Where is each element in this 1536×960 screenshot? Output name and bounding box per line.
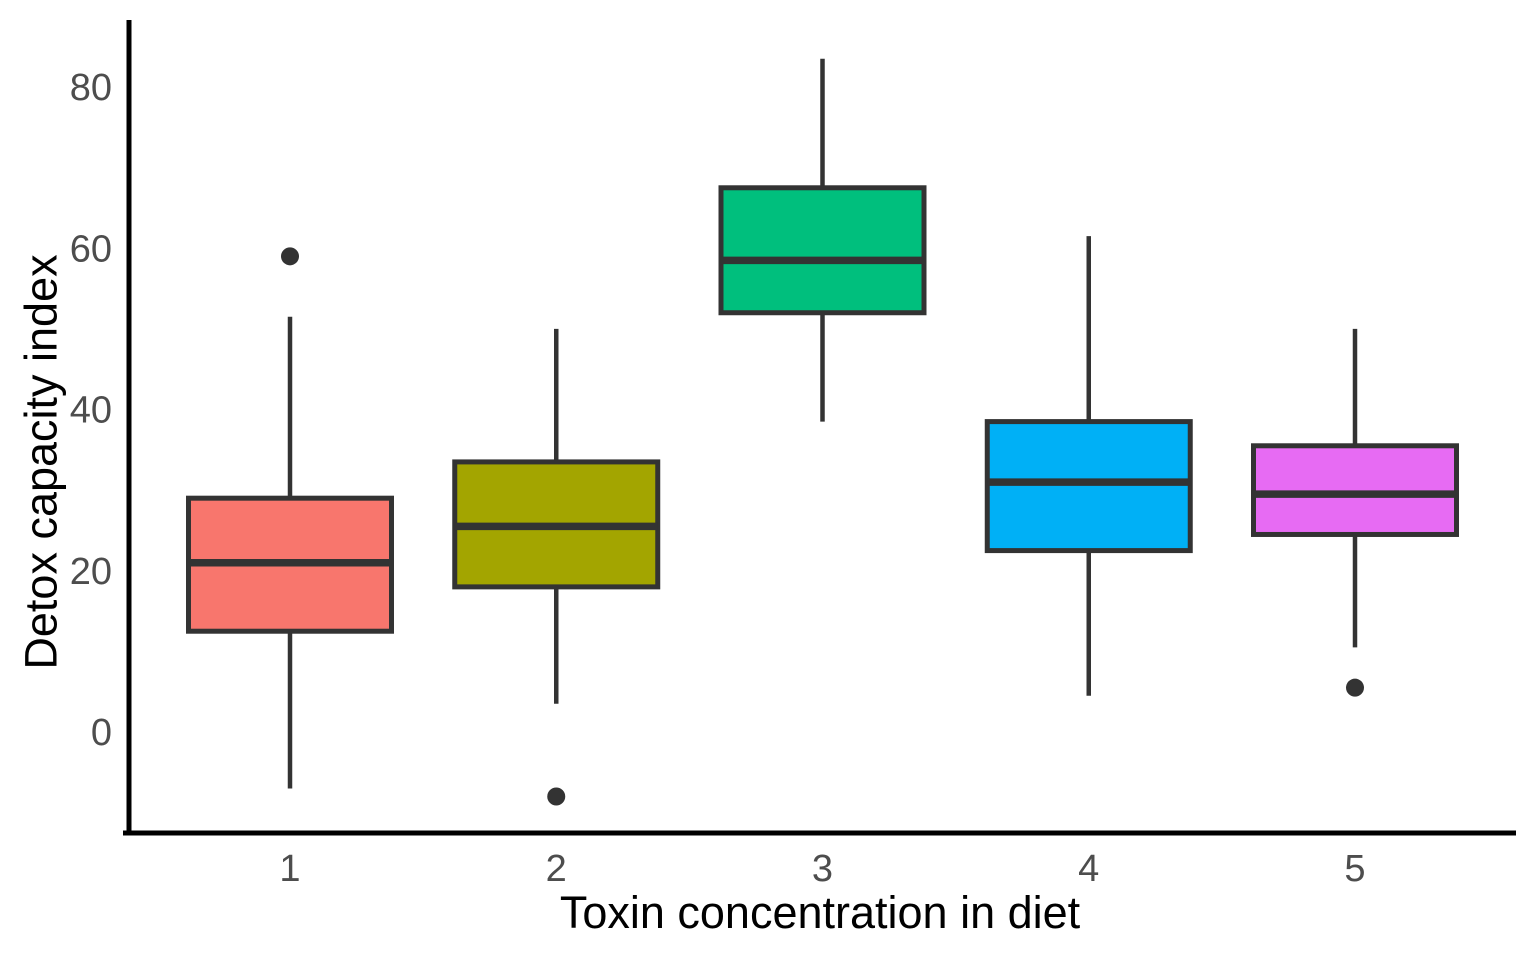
- x-tick-label: 1: [279, 848, 300, 890]
- x-axis-title: Toxin concentration in diet: [559, 887, 1081, 938]
- x-tick-label: 2: [546, 848, 567, 890]
- x-tick-label: 3: [812, 848, 833, 890]
- boxplot-group-1: [186, 247, 394, 789]
- outlier-point: [547, 787, 566, 806]
- boxplot-group-5: [1251, 328, 1459, 697]
- iqr-box: [718, 185, 927, 316]
- y-tick-label: 60: [70, 228, 112, 270]
- y-tick-label: 40: [70, 390, 112, 432]
- iqr-box: [984, 419, 1193, 554]
- x-tick-label: 4: [1078, 848, 1099, 890]
- y-axis-title: Detox capacity index: [15, 254, 67, 670]
- iqr-box: [1251, 443, 1459, 537]
- outlier-point: [1346, 678, 1364, 697]
- boxplot-group-3: [718, 58, 927, 422]
- y-tick-label: 20: [70, 551, 112, 593]
- y-tick-label: 80: [70, 67, 112, 109]
- boxplot-group-2: [452, 328, 661, 806]
- outlier-point: [281, 247, 299, 266]
- y-tick-label: 0: [91, 712, 112, 754]
- boxplot-group-4: [984, 236, 1193, 696]
- x-tick-label: 5: [1344, 848, 1365, 890]
